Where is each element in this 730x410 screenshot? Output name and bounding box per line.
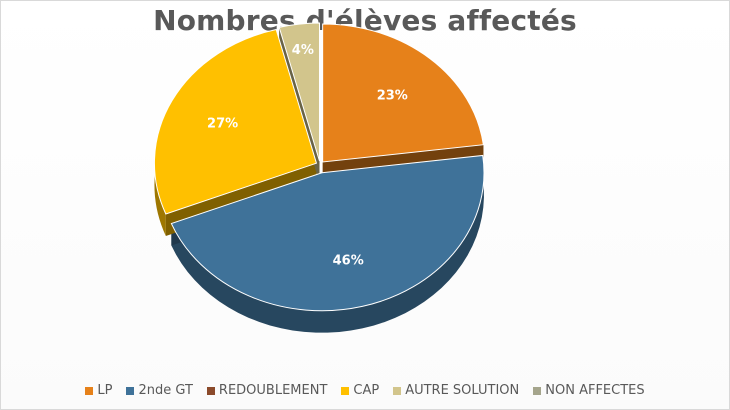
legend: LP 2nde GT REDOUBLEMENT CAP AUTRE SOLUTION NO… xyxy=(0,383,730,398)
legend-swatch-lp xyxy=(85,386,94,395)
legend-label-non-affectes: NON AFFECTES xyxy=(545,383,645,398)
data-label-lp: 23% xyxy=(377,89,408,104)
legend-swatch-cap xyxy=(341,386,350,395)
legend-item-non-affectes: NON AFFECTES xyxy=(533,383,645,398)
legend-label-lp: LP xyxy=(97,383,113,398)
data-label-2nde-gt: 46% xyxy=(333,254,364,269)
legend-label-autre-solution: AUTRE SOLUTION xyxy=(405,383,520,398)
legend-swatch-non-affectes xyxy=(533,386,542,395)
legend-label-2nde-gt: 2nde GT xyxy=(138,383,193,398)
legend-item-lp: LP xyxy=(85,383,112,398)
pie-slice-lp xyxy=(322,23,484,163)
legend-label-redoublement: REDOUBLEMENT xyxy=(218,383,328,398)
data-label-autre-solution: 4% xyxy=(292,43,314,58)
legend-swatch-autre-solution xyxy=(393,386,402,395)
legend-label-cap: CAP xyxy=(353,383,380,398)
legend-item-redoublement: REDOUBLEMENT xyxy=(206,383,328,398)
legend-swatch-redoublement xyxy=(206,386,215,395)
pie-slice-cap xyxy=(153,28,318,215)
pie-slice-2nde-gt xyxy=(170,154,485,312)
data-label-cap: 27% xyxy=(207,116,238,131)
legend-swatch-2nde-gt xyxy=(126,386,135,395)
legend-item-2nde-gt: 2nde GT xyxy=(126,383,193,398)
legend-item-cap: CAP xyxy=(341,383,379,398)
pie-slice-autre-solution xyxy=(278,22,320,162)
legend-item-autre-solution: AUTRE SOLUTION xyxy=(393,383,519,398)
